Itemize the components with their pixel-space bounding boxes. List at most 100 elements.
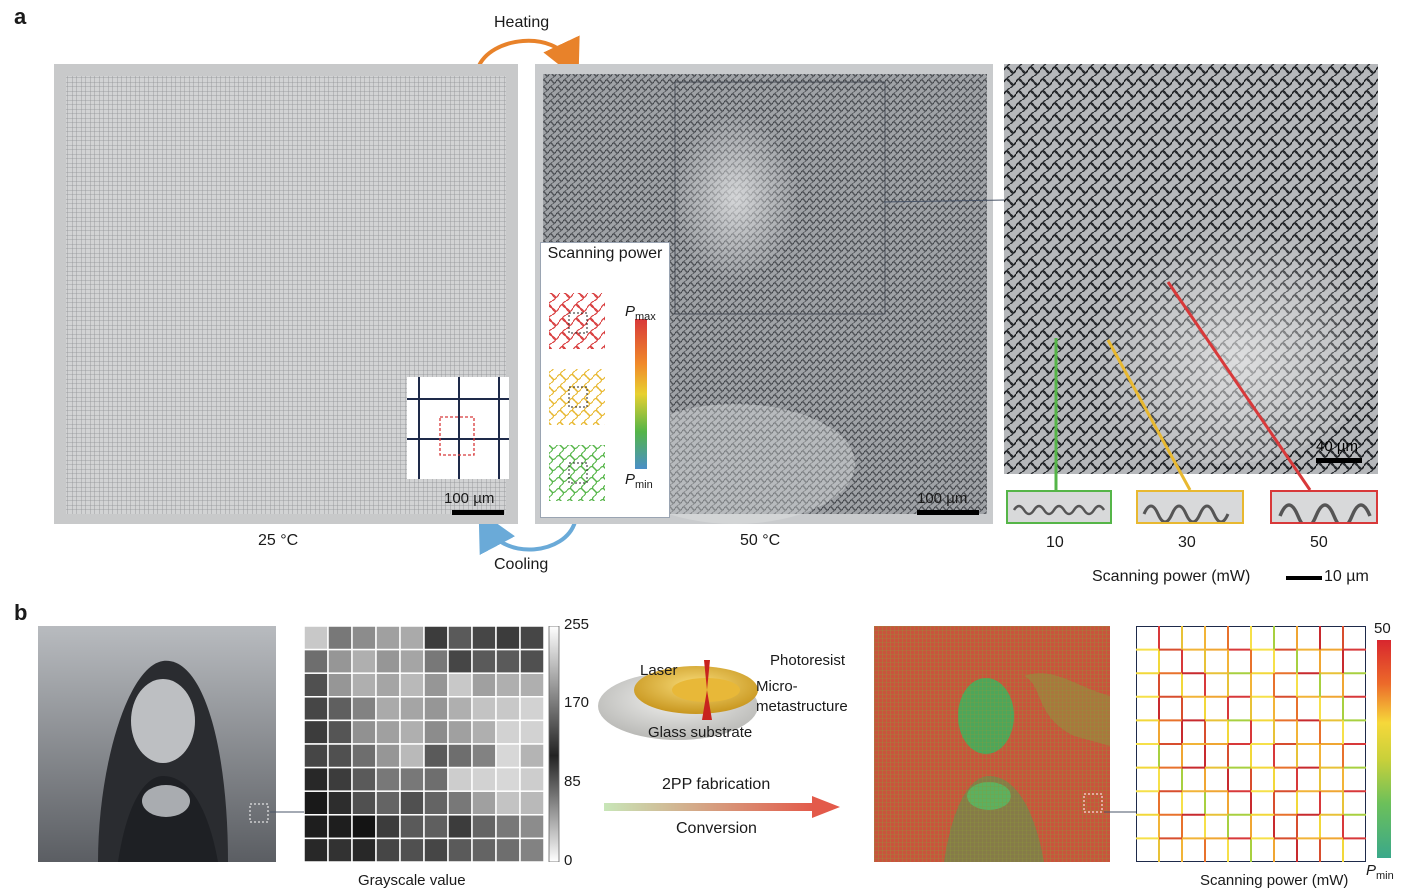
gray-pixel [423, 837, 449, 862]
gray-pixel [375, 719, 401, 745]
scale-label-right: 40 µm [1316, 438, 1358, 455]
gray-pixel [304, 766, 329, 792]
gray-pixel [327, 814, 353, 840]
scale-bar-cross [1286, 576, 1322, 580]
gray-pixel [304, 790, 329, 816]
gray-tick-85: 85 [564, 773, 581, 790]
gray-pixel [327, 648, 353, 674]
heating-label: Heating [494, 14, 550, 31]
gray-pixel [327, 672, 353, 698]
gray-pixel [495, 837, 521, 862]
power-value-30: 30 [1178, 534, 1196, 551]
gray-pixel [519, 766, 544, 792]
temp-label-25: 25 °C [258, 532, 299, 549]
gray-pixel [495, 626, 521, 651]
pmin-label-b: Pmin [1366, 862, 1394, 882]
gray-pixel [495, 814, 521, 840]
gray-pixel [399, 719, 425, 745]
gray-pixel [351, 696, 377, 722]
gray-pixel [447, 626, 473, 651]
gray-pixel [495, 766, 521, 792]
cross-scale-label: 10 µm [1324, 568, 1369, 585]
gray-pixel [304, 814, 329, 840]
gray-pixel [447, 719, 473, 745]
gray-pixel [471, 626, 497, 651]
fabrication-diagram [598, 660, 758, 740]
gray-pixel [327, 626, 353, 651]
gray-pixel [351, 648, 377, 674]
gray-pixel [447, 837, 473, 862]
power-value-10: 10 [1046, 534, 1064, 551]
power-tick-50: 50 [1374, 620, 1391, 637]
photoresist-label: Photoresist [770, 652, 846, 669]
power-label-b: Scanning power (mW) [1200, 872, 1349, 889]
gray-pixel [399, 790, 425, 816]
panel-b-letter: b [14, 600, 28, 625]
gray-tick-0: 0 [564, 852, 573, 869]
gray-pixel [304, 696, 329, 722]
micrograph-25c: 100 µm [54, 64, 518, 524]
power-value-50: 50 [1310, 534, 1328, 551]
heating-arrow [476, 35, 580, 81]
grayscale-pixel-grid [304, 626, 544, 862]
gray-pixel [327, 837, 353, 862]
heating-cooling-arrows [476, 35, 580, 556]
gray-pixel [447, 766, 473, 792]
gray-pixel [327, 743, 353, 769]
gray-pixel [495, 696, 521, 722]
gray-pixel [304, 743, 329, 769]
fine-grid-pattern [66, 76, 506, 514]
legend-lattice-samples [549, 293, 647, 501]
power-axis-label-a: Scanning power (mW) [1092, 568, 1251, 585]
gray-pixel [351, 719, 377, 745]
scale-bar-mid [917, 510, 979, 515]
gray-pixel [351, 626, 377, 651]
gray-pixel [471, 766, 497, 792]
cooling-arrow [478, 510, 577, 556]
gray-pixel [423, 743, 449, 769]
gray-pixel [423, 648, 449, 674]
conversion-label: Conversion [676, 820, 757, 837]
micro-label: Micro- [756, 678, 798, 695]
gray-pixel [375, 696, 401, 722]
gray-pixel [327, 719, 353, 745]
gray-pixel [519, 790, 544, 816]
gray-pixel [351, 743, 377, 769]
gray-pixel [399, 696, 425, 722]
scale-bar-left [452, 510, 504, 515]
metastructure-label: metastructure [756, 698, 848, 715]
gray-pixel [447, 814, 473, 840]
gray-pixel [519, 837, 544, 862]
gray-pixel [423, 719, 449, 745]
gray-pixel [399, 648, 425, 674]
gray-pixel [304, 672, 329, 698]
gray-pixel [447, 696, 473, 722]
scale-bar-right [1316, 458, 1362, 463]
gray-pixel [447, 648, 473, 674]
gray-pixel [519, 672, 544, 698]
grayscale-colorbar [548, 626, 560, 862]
gray-pixel [495, 648, 521, 674]
gray-pixel [447, 672, 473, 698]
conversion-arrow [604, 796, 840, 818]
scale-label-mid: 100 µm [917, 490, 968, 507]
gray-pixel [471, 743, 497, 769]
gray-pixel [423, 696, 449, 722]
gray-tick-170: 170 [564, 694, 590, 711]
gray-pixel [423, 766, 449, 792]
gray-pixel [519, 696, 544, 722]
gray-pixel [399, 766, 425, 792]
legend-pmin: Pmin [625, 471, 653, 491]
gray-pixel [471, 790, 497, 816]
temp-label-50: 50 °C [740, 532, 781, 549]
gray-pixel [423, 814, 449, 840]
gray-pixel [375, 766, 401, 792]
power-colorbar [1377, 640, 1391, 858]
color-connector [1104, 811, 1138, 813]
gray-pixel [423, 626, 449, 651]
gray-pixel [399, 743, 425, 769]
gray-pixel [327, 790, 353, 816]
power-lattice-grid [1136, 626, 1366, 862]
cross-section-30mw [1136, 490, 1244, 524]
gray-pixel [399, 626, 425, 651]
